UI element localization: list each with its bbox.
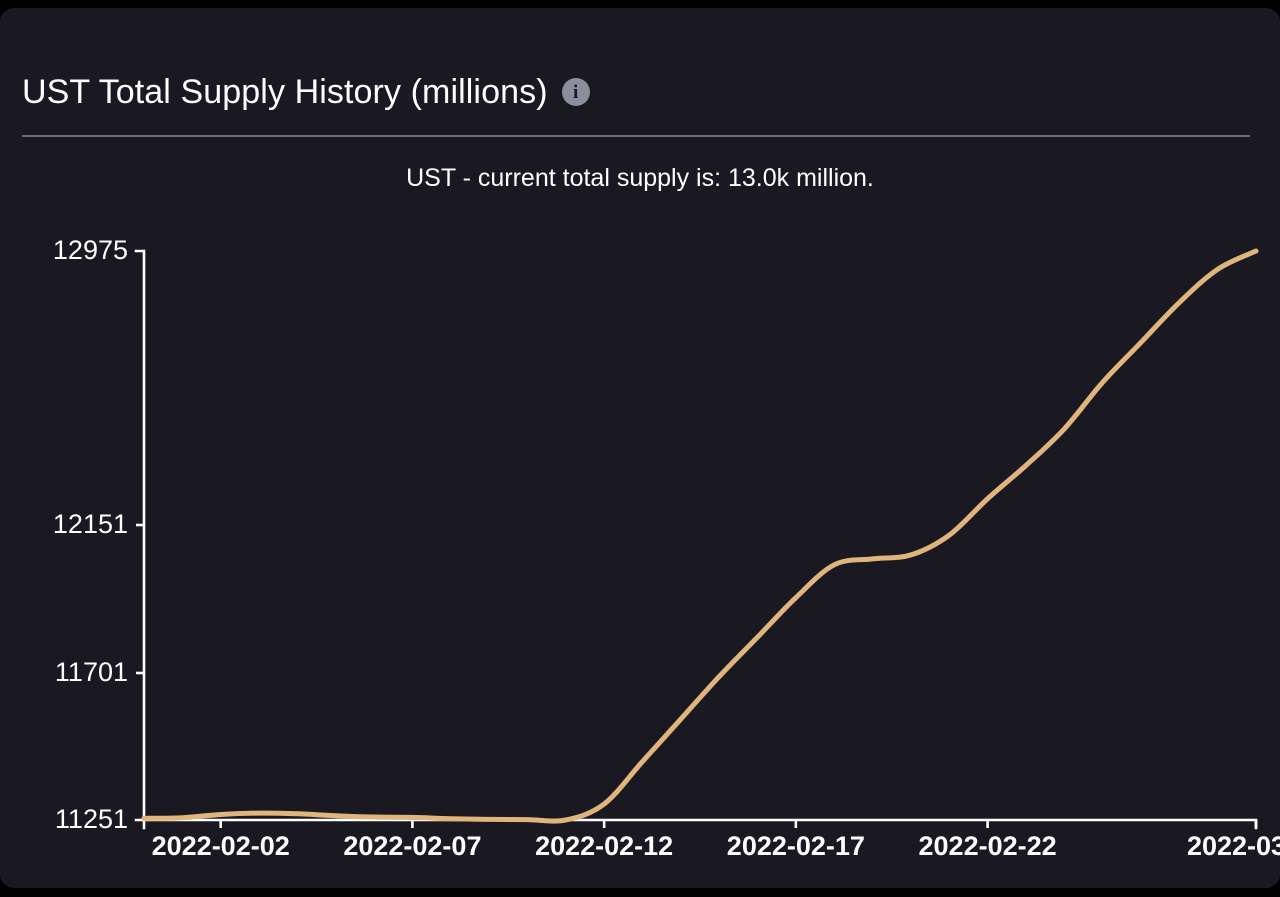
y-axis-tick-label: 11251 (55, 804, 128, 834)
y-axis-tick-label: 12151 (53, 509, 128, 539)
y-axis-tick-label: 11701 (55, 657, 128, 687)
x-axis: 2022-02-02 2022-02-07 2022-02-12 2022-02-17… (142, 818, 1280, 861)
chart-subtitle: UST - current total supply is: 13.0k mil… (406, 164, 874, 192)
chart-card: UST Total Supply History (millions) i US… (0, 8, 1280, 888)
chart-container: UST - current total supply is: 13.0k mil… (0, 148, 1280, 888)
header-divider (22, 135, 1250, 137)
info-icon[interactable]: i (561, 78, 590, 106)
x-axis-tick-label: 2022-03-01 (1187, 831, 1280, 861)
series-line-ust (141, 248, 1259, 824)
x-axis-tick-label: 2022-02-02 (152, 831, 290, 861)
x-axis-tick-label: 2022-02-22 (919, 831, 1057, 861)
x-axis-tick-label: 2022-02-12 (535, 831, 673, 861)
card-header: UST Total Supply History (millions) i (22, 56, 1250, 128)
page-title: UST Total Supply History (millions) (22, 73, 548, 111)
y-axis-tick-label: 12975 (53, 235, 128, 265)
x-axis-tick-label: 2022-02-17 (727, 831, 865, 861)
series-group (141, 248, 1259, 824)
y-axis: 12975 12151 11701 11251 (53, 235, 146, 834)
x-axis-tick-label: 2022-02-07 (343, 831, 481, 861)
